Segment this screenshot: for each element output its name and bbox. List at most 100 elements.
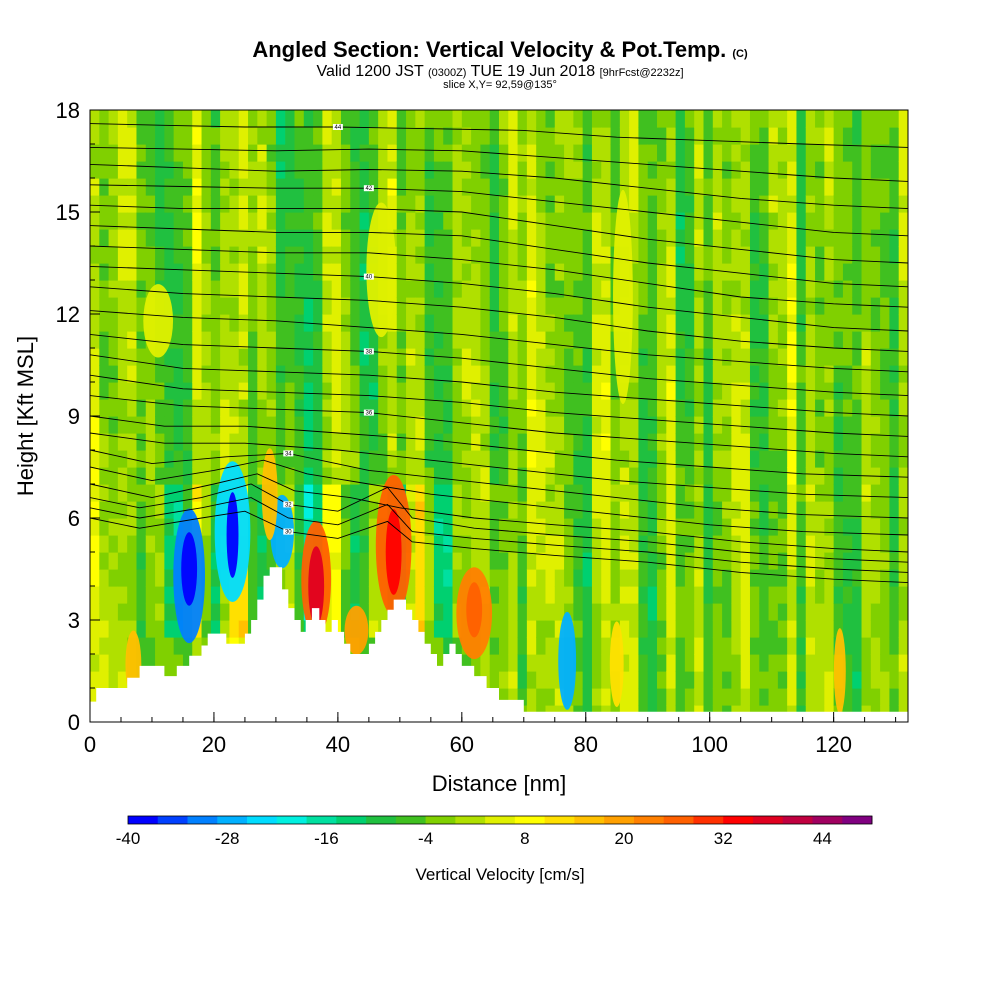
velocity-cell (815, 110, 825, 128)
velocity-cell (433, 144, 444, 162)
velocity-cell (526, 212, 537, 230)
velocity-cell (452, 110, 463, 128)
velocity-cell (759, 195, 770, 213)
velocity-cell (898, 637, 908, 655)
velocity-cell (787, 450, 798, 468)
velocity-cell (136, 518, 147, 536)
velocity-cell (248, 229, 258, 247)
velocity-cell (248, 433, 258, 451)
velocity-cell (210, 382, 221, 400)
velocity-cell (861, 450, 872, 468)
velocity-cell (722, 671, 732, 689)
velocity-cell (629, 450, 640, 468)
velocity-cell (805, 280, 816, 298)
velocity-cell (675, 161, 686, 179)
velocity-cell (90, 263, 100, 281)
velocity-cell (591, 331, 602, 349)
velocity-cell (684, 110, 695, 128)
velocity-cell (889, 518, 900, 536)
velocity-cell (350, 467, 361, 485)
velocity-cell (582, 399, 593, 417)
velocity-cell (127, 416, 138, 434)
velocity-cell (155, 433, 165, 451)
velocity-cell (368, 450, 379, 468)
velocity-cell (722, 246, 732, 264)
velocity-cell (768, 195, 779, 213)
velocity-cell (787, 178, 798, 196)
velocity-cell (898, 144, 908, 162)
velocity-cell (313, 127, 323, 145)
velocity-cell (805, 263, 816, 281)
velocity-cell (610, 603, 621, 621)
velocity-cell (796, 637, 807, 655)
velocity-cell (359, 212, 370, 230)
velocity-cell (657, 229, 667, 247)
velocity-cell (564, 144, 574, 162)
velocity-cell (331, 331, 342, 349)
velocity-cell (601, 620, 612, 638)
velocity-cell (629, 416, 640, 434)
velocity-cell (266, 229, 277, 247)
velocity-cell (805, 433, 816, 451)
velocity-cell (406, 195, 416, 213)
velocity-cell (424, 348, 435, 366)
velocity-cell (787, 654, 798, 672)
velocity-cell (210, 314, 221, 332)
velocity-cell (108, 297, 119, 315)
velocity-cell (182, 433, 193, 451)
velocity-cell (842, 450, 853, 468)
velocity-cell (833, 331, 844, 349)
velocity-cell (248, 552, 258, 570)
velocity-cell (731, 399, 742, 417)
velocity-cell (880, 637, 891, 655)
velocity-cell (313, 144, 323, 162)
theta-contour (90, 146, 908, 182)
velocity-cell (90, 178, 100, 196)
velocity-cell (749, 161, 760, 179)
velocity-cell (229, 195, 240, 213)
velocity-cell (740, 195, 751, 213)
velocity-cell (777, 688, 788, 706)
velocity-cell (220, 178, 231, 196)
velocity-cell (545, 603, 556, 621)
velocity-cell (173, 280, 184, 298)
velocity-cell (443, 161, 454, 179)
velocity-cell (777, 450, 788, 468)
velocity-cell (833, 586, 844, 604)
velocity-cell (471, 484, 482, 502)
velocity-cell (415, 382, 426, 400)
velocity-cell (136, 416, 147, 434)
velocity-cell (815, 433, 825, 451)
velocity-cell (694, 637, 705, 655)
velocity-cell (322, 246, 333, 264)
velocity-cell (666, 620, 677, 638)
velocity-cell (406, 569, 416, 587)
velocity-cell (703, 501, 714, 519)
velocity-cell (499, 144, 509, 162)
velocity-cell (359, 552, 370, 570)
velocity-cell (248, 161, 258, 179)
velocity-cell (340, 110, 351, 128)
velocity-cell (898, 229, 908, 247)
velocity-cell (173, 501, 184, 519)
velocity-cell (629, 382, 640, 400)
velocity-cell (545, 416, 556, 434)
velocity-cell (489, 331, 500, 349)
velocity-cell (666, 263, 677, 281)
velocity-cell (777, 620, 788, 638)
velocity-cell (870, 314, 881, 332)
velocity-cell (285, 144, 296, 162)
velocity-cell (777, 314, 788, 332)
velocity-cell (517, 416, 528, 434)
velocity-cell (582, 161, 593, 179)
velocity-cell (127, 331, 138, 349)
velocity-cell (675, 365, 686, 383)
velocity-cell (526, 501, 537, 519)
velocity-cell (703, 586, 714, 604)
velocity-cell (350, 178, 361, 196)
velocity-cell (173, 331, 184, 349)
velocity-cell (99, 212, 110, 230)
velocity-cell (359, 314, 370, 332)
velocity-cell (657, 280, 667, 298)
velocity-cell (275, 467, 286, 485)
